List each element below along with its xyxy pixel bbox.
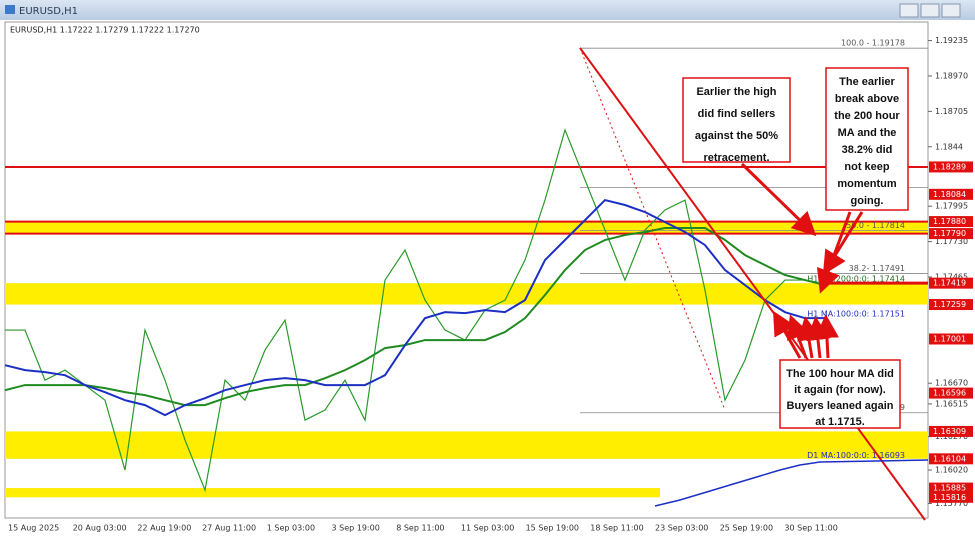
series-line	[5, 128, 826, 493]
price-label: 1.17419	[933, 279, 966, 288]
annotation-line: it again (for now).	[794, 384, 886, 396]
zone	[5, 488, 660, 498]
y-tick-label: 1.16020	[935, 466, 968, 475]
price-label-bg	[929, 228, 973, 240]
layout-lines	[579, 47, 929, 521]
series-line	[4, 198, 825, 417]
y-tick-label: 1.15770	[935, 499, 968, 508]
price-label: 1.17880	[933, 217, 966, 226]
price-label: 1.16104	[933, 454, 966, 463]
x-tick-label: 20 Aug 03:00	[73, 524, 127, 533]
price-label-bg	[929, 161, 973, 173]
annotation-line: The 100 hour MA did	[786, 368, 894, 380]
annotation-line: did find sellers	[698, 108, 776, 120]
ref-label: D1 MA:100:0:0: 1.16093	[807, 451, 905, 460]
annotation-line: The earlier	[839, 76, 895, 88]
price-label: 1.18289	[933, 162, 966, 171]
annotation-line: at 1.1715.	[815, 416, 865, 428]
y-tick-label: 1.17995	[935, 202, 968, 211]
ref-label: 38.2- 1.17491	[849, 264, 905, 273]
ref-label: 100.0 - 1.19178	[841, 39, 905, 48]
annotation-box	[825, 67, 909, 211]
x-tick-label: 15 Aug 2025	[8, 524, 59, 533]
d1-ma-line	[654, 459, 929, 507]
x-tick-label: 27 Aug 11:00	[202, 524, 256, 533]
annotation-line: Buyers leaned again	[787, 400, 894, 412]
minimize-button[interactable]	[899, 3, 919, 18]
annotation-box	[779, 359, 901, 429]
price-label: 1.15816	[933, 493, 966, 502]
annotation-line: MA and the	[838, 127, 897, 139]
price-label: 1.18084	[933, 190, 966, 199]
price-label-bg	[929, 333, 973, 345]
price-label: 1.17001	[933, 334, 966, 343]
annotation-box	[682, 77, 791, 163]
ref-label: H1 MA:100:0:0: 1.17151	[807, 309, 905, 318]
y-tick-label: 1.17465	[935, 273, 968, 282]
y-tick-label: 1.16515	[935, 399, 968, 408]
price-label: 1.15885	[933, 484, 966, 493]
x-tick-label: 25 Sep 19:00	[720, 524, 773, 533]
y-tick-label: 1.18705	[935, 107, 968, 116]
price-label: 1.16309	[933, 427, 966, 436]
zone	[5, 221, 928, 234]
arrow	[816, 211, 852, 294]
price-label-bg	[929, 387, 973, 399]
ref-label: H1 MA:200:0:0: 1.17414	[807, 274, 905, 283]
annotation-line: retracement.	[703, 152, 769, 164]
zone	[5, 431, 928, 459]
price-label: 1.17259	[933, 300, 966, 309]
annotation-line: Earlier the high	[696, 86, 776, 98]
price-label: 1.17790	[933, 229, 966, 238]
x-tick-label: 1 Sep 03:00	[267, 524, 315, 533]
annotation-line: break above	[835, 93, 899, 105]
y-tick-label: 1.16670	[935, 379, 968, 388]
price-label-bg	[929, 453, 973, 465]
trend-line	[579, 47, 926, 521]
x-tick-label: 23 Sep 03:00	[655, 524, 708, 533]
ref-label: 50.0 - 1.17814	[846, 221, 905, 230]
x-tick-label: 15 Sep 19:00	[526, 524, 579, 533]
y-tick-label: 1.1844	[935, 142, 963, 151]
annotation-line: not keep	[844, 161, 890, 173]
price-label-bg	[929, 425, 973, 437]
close-button[interactable]	[941, 3, 961, 18]
arrow	[814, 314, 839, 359]
price-label-bg	[929, 188, 973, 200]
annotation-line: going.	[851, 195, 884, 207]
price-label-bg	[929, 299, 973, 311]
price-label-bg	[929, 491, 973, 503]
x-tick-label: 3 Sep 19:00	[332, 524, 380, 533]
arrow	[740, 162, 817, 237]
chart-header: EURUSD,H1 1.17222 1.17279 1.17222 1.1727…	[10, 26, 200, 35]
annotation-line: the 200 hour	[834, 110, 900, 122]
y-tick-label: 1.18970	[935, 71, 968, 80]
x-tick-label: 30 Sep 11:00	[784, 524, 837, 533]
price-label-bg	[929, 277, 973, 289]
annotation-line: momentum	[837, 178, 897, 190]
price-label: 1.16596	[933, 389, 966, 398]
window-icon	[5, 5, 15, 14]
price-label-bg	[929, 216, 973, 228]
window-title: EURUSD,H1	[19, 6, 78, 17]
y-tick-label: 1.19235	[935, 36, 968, 45]
maximize-button[interactable]	[920, 3, 940, 18]
x-tick-label: 22 Aug 19:00	[137, 524, 191, 533]
x-tick-label: 18 Sep 11:00	[590, 524, 643, 533]
price-label-bg	[929, 482, 973, 494]
annotation-line: against the 50%	[695, 130, 778, 142]
x-tick-label: 8 Sep 11:00	[396, 524, 444, 533]
zone	[5, 283, 928, 305]
annotation-line: 38.2% did	[842, 144, 893, 156]
title-bar	[0, 0, 975, 20]
y-tick-label: 1.17730	[935, 237, 968, 246]
x-tick-label: 11 Sep 03:00	[461, 524, 514, 533]
series-line	[4, 226, 826, 407]
arrows	[740, 162, 864, 359]
